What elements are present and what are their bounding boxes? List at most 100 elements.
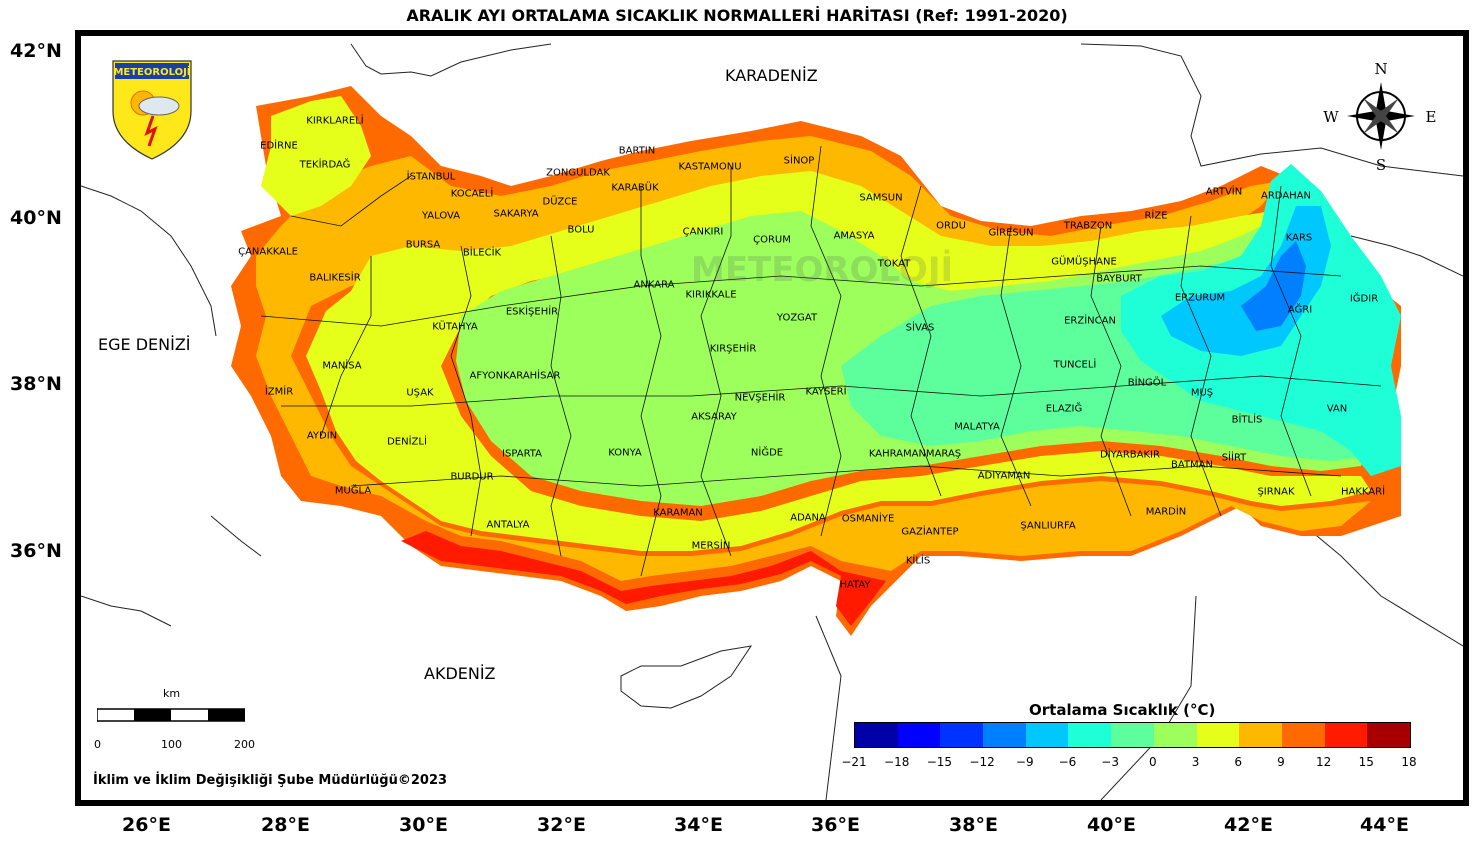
lon-label-36: 36°E (811, 814, 860, 836)
legend-tick-label: −21 (841, 755, 867, 769)
province-label: BALIKESİR (309, 272, 361, 284)
scale-tick-100: 100 (161, 738, 182, 751)
province-label: BİTLİS (1231, 414, 1263, 426)
province-label: SİİRT (1221, 452, 1247, 464)
legend-tick-label: 15 (1358, 755, 1374, 769)
province-label: KOCAELİ (450, 188, 494, 200)
sea-label-aegean: EGE DENİZİ (98, 335, 191, 354)
province-label: ISPARTA (502, 448, 542, 460)
watermark-text: METEOROLOJİ (691, 249, 953, 290)
province-label: OSMANİYE (841, 513, 895, 525)
province-label: TUNCELİ (1053, 359, 1097, 371)
province-label: BATMAN (1171, 459, 1213, 471)
legend-color-swatch (1025, 723, 1069, 747)
province-label: KONYA (608, 447, 642, 459)
compass-rose: N S E W (1323, 60, 1436, 174)
province-label: ANTALYA (486, 519, 530, 531)
province-label: TRABZON (1063, 220, 1113, 232)
province-label: KÜTAHYA (432, 321, 478, 333)
sea-label-black-sea: KARADENİZ (725, 66, 818, 85)
legend-title: Ortalama Sıcaklık (°C) (1029, 701, 1216, 719)
legend-tick-label: −18 (884, 755, 910, 769)
province-label: VAN (1326, 403, 1348, 415)
compass-s-label: S (1376, 156, 1386, 174)
legend-color-bar (854, 722, 1411, 748)
legend-tick-label: −3 (1101, 755, 1119, 769)
lat-label-38: 38°N (10, 373, 62, 395)
province-label: DENİZLİ (387, 436, 427, 448)
legend-tick-label: 6 (1234, 755, 1243, 769)
legend-tick-label: −6 (1058, 755, 1077, 769)
legend-tick-label: −9 (1015, 755, 1034, 769)
province-label: BOLU (567, 224, 595, 236)
province-label: KAYSERİ (805, 386, 847, 398)
province-label: KİLİS (905, 555, 931, 567)
map-canvas: METEOROLOJİ METEOROLOJİ N S E W (81, 43, 1463, 800)
province-label: ADANA (790, 512, 826, 524)
map-frame: METEOROLOJİ METEOROLOJİ N S E W (75, 30, 1469, 806)
compass-n-label: N (1374, 60, 1387, 78)
scale-tick-0: 0 (94, 738, 101, 751)
province-label: HAKKARİ (1340, 486, 1386, 498)
logo-text: METEOROLOJİ (113, 64, 190, 78)
lon-label-30: 30°E (399, 814, 448, 836)
province-label: ERZURUM (1174, 292, 1226, 304)
scale-unit-label: km (163, 687, 181, 700)
province-label: TEKİRDAĞ (299, 159, 351, 171)
province-label: MALATYA (954, 421, 1000, 433)
scale-tick-200: 200 (234, 738, 255, 751)
province-label: KASTAMONU (678, 161, 742, 173)
lon-label-44: 44°E (1360, 814, 1409, 836)
province-label: AMASYA (833, 230, 875, 242)
province-label: AYDIN (306, 430, 338, 442)
province-label: SAKARYA (493, 208, 539, 220)
province-label: SİVAS (905, 322, 935, 334)
legend-tick-label: 18 (1401, 755, 1417, 769)
credit-text: İklim ve İklim Değişikliği Şube Müdürlüğ… (93, 773, 448, 788)
lon-label-26: 26°E (122, 814, 171, 836)
province-label: ANKARA (633, 279, 675, 291)
zone-minus9-minus6 (1161, 206, 1331, 356)
legend-color-swatch (1281, 723, 1325, 747)
legend-color-swatch (855, 723, 898, 747)
legend-color-swatch (1153, 723, 1197, 747)
province-label: NİĞDE (750, 447, 784, 459)
legend-tick-label: 12 (1315, 755, 1332, 769)
legend-color-swatch (1196, 723, 1240, 747)
province-label: NEVŞEHİR (734, 392, 786, 404)
zone-minus12-minus9 (1241, 241, 1306, 331)
legend-color-swatch (940, 723, 984, 747)
legend-tick-label: 9 (1277, 755, 1285, 769)
province-label: RİZE (1144, 210, 1168, 222)
province-label: KARAMAN (653, 507, 703, 519)
lat-label-40: 40°N (10, 207, 62, 229)
lon-label-32: 32°E (537, 814, 586, 836)
legend-color-swatch (983, 723, 1026, 747)
province-label: HATAY (839, 579, 871, 591)
lat-label-42: 42°N (10, 40, 62, 62)
province-label: ESKİŞEHİR (505, 306, 559, 318)
province-label: KIRKLARELİ (306, 115, 364, 127)
province-label: TOKAT (877, 258, 911, 270)
province-label: ŞIRNAK (1257, 486, 1295, 498)
province-label: DİYARBAKIR (1100, 449, 1160, 461)
legend-color-swatch (1367, 723, 1410, 747)
map-title: ARALIK AYI ORTALAMA SICAKLIK NORMALLERİ … (406, 6, 1068, 25)
province-label: MANİSA (322, 360, 362, 372)
province-label: AĞRI (1287, 304, 1313, 316)
coastlines (81, 43, 1463, 800)
province-label: GİRESUN (988, 227, 1034, 239)
province-label: ADIYAMAN (977, 470, 1031, 482)
province-label: ŞANLIURFA (1020, 520, 1076, 532)
province-label: BAYBURT (1096, 273, 1142, 285)
province-label: GÜMÜŞHANE (1051, 256, 1117, 268)
scale-bar (97, 708, 245, 722)
province-label: AFYONKARAHİSAR (469, 370, 561, 382)
province-label: YALOVA (421, 210, 461, 222)
province-label: İSTANBUL (406, 171, 456, 183)
province-label: KAHRAMANMARAŞ (868, 448, 962, 460)
legend-tick-label: 0 (1149, 755, 1157, 769)
province-label: MERSİN (691, 540, 731, 552)
province-label: IĞDIR (1349, 293, 1379, 305)
legend-color-swatch (1068, 723, 1112, 747)
